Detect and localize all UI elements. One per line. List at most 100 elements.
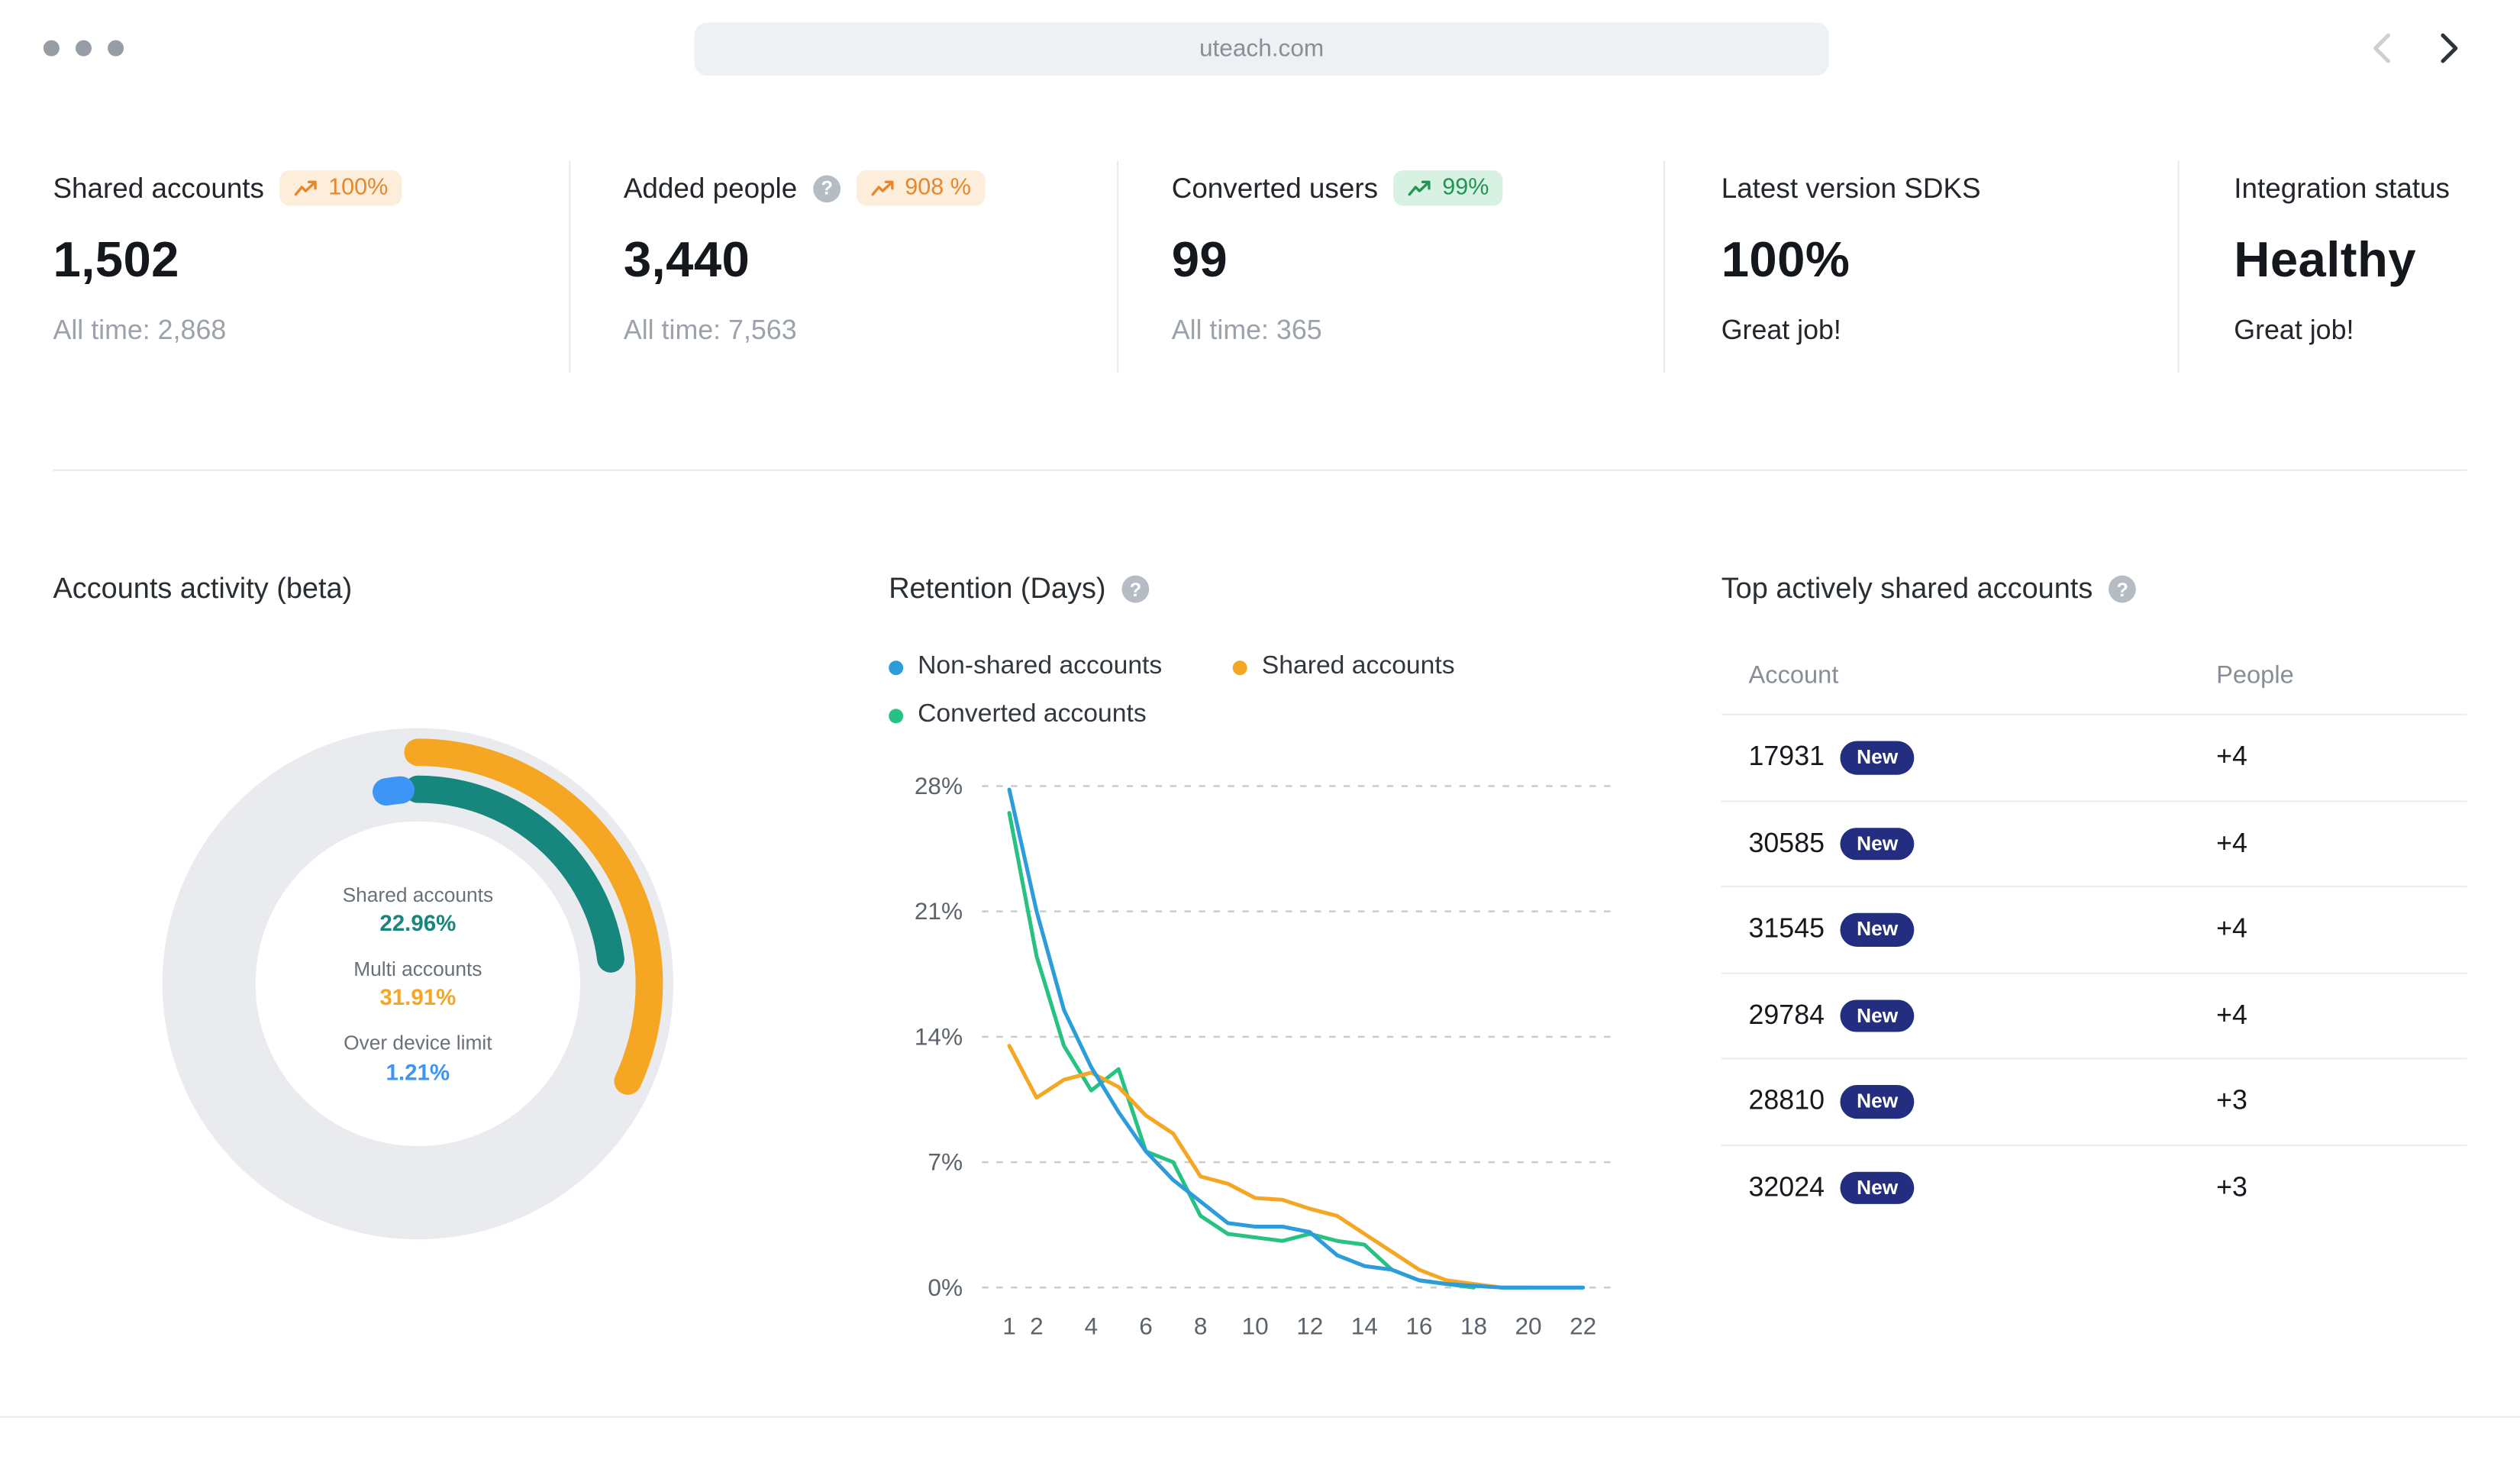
account-id: 29784	[1748, 999, 1825, 1030]
stat-subtext: All time: 365	[1171, 315, 1322, 346]
divider	[1663, 160, 1666, 373]
people-count: +3	[2216, 1085, 2247, 1116]
account-id: 30585	[1748, 827, 1825, 858]
people-count: +4	[2216, 999, 2247, 1030]
svg-text:28%: 28%	[915, 772, 963, 799]
retention-title: Retention (Days) ?	[889, 572, 1150, 605]
accounts-activity-title: Accounts activity (beta)	[53, 572, 352, 605]
trend-value: 908 %	[905, 174, 971, 201]
table-header: Account People	[1721, 640, 2467, 715]
window-dot[interactable]	[108, 40, 124, 57]
svg-text:1: 1	[1002, 1312, 1016, 1339]
retention-title-text: Retention (Days)	[889, 572, 1106, 605]
stat-subtext: All time: 2,868	[53, 315, 227, 346]
trend-badge: 100%	[280, 170, 403, 206]
table-row[interactable]: 17931 New +4	[1721, 715, 2467, 802]
window-controls	[43, 40, 124, 57]
table-row[interactable]: 31545 New +4	[1721, 887, 2467, 974]
top-accounts-title-text: Top actively shared accounts	[1721, 572, 2093, 605]
stat-subtext: Great job!	[1721, 315, 1841, 346]
nav-arrows	[2366, 29, 2466, 68]
legend-dot	[889, 708, 904, 723]
new-badge: New	[1841, 827, 1915, 861]
stat-title: Added people	[623, 171, 798, 204]
account-id: 28810	[1748, 1085, 1825, 1116]
accounts-table: Account People 17931 New +4 30585 New +4…	[1721, 640, 2467, 1230]
svg-text:14: 14	[1351, 1312, 1378, 1339]
svg-text:8: 8	[1194, 1312, 1208, 1339]
nav-forward-icon[interactable]	[2430, 29, 2465, 68]
svg-text:2: 2	[1030, 1312, 1044, 1339]
divider	[53, 469, 2467, 471]
donut-segment-label: Over device limit 1.21%	[344, 1032, 492, 1085]
stat-subtext: Great job!	[2234, 315, 2354, 346]
legend-item-converted-accounts[interactable]: Converted accounts	[889, 701, 1147, 730]
legend-dot	[889, 660, 904, 675]
donut-center-labels: Shared accounts 22.96% Multi accounts 31…	[257, 883, 579, 1105]
svg-text:10: 10	[1242, 1312, 1269, 1339]
stat-value: 3,440	[623, 231, 750, 288]
stat-value: 100%	[1721, 231, 1850, 288]
top-accounts-title: Top actively shared accounts ?	[1721, 572, 2137, 605]
table-row[interactable]: 28810 New +3	[1721, 1059, 2467, 1145]
trend-up-icon	[295, 179, 318, 195]
stat-value: 1,502	[53, 231, 179, 288]
column-header-people: People	[2216, 662, 2294, 690]
svg-text:4: 4	[1085, 1312, 1099, 1339]
stat-value: 99	[1171, 231, 1228, 288]
help-icon[interactable]: ?	[813, 174, 841, 202]
stat-card-converted-users: Converted users 99% 99 All time: 365	[1172, 167, 1504, 347]
url-text: uteach.com	[1199, 35, 1325, 63]
new-badge: New	[1841, 741, 1915, 774]
stat-subtext: All time: 7,563	[623, 315, 797, 346]
svg-text:18: 18	[1460, 1312, 1487, 1339]
retention-legend-row-1: Non-shared accounts Shared accounts	[889, 653, 1455, 682]
url-bar[interactable]: uteach.com	[694, 22, 1829, 76]
svg-text:22: 22	[1570, 1312, 1596, 1339]
account-id: 31545	[1748, 913, 1825, 945]
stat-value: Healthy	[2234, 231, 2416, 288]
table-row[interactable]: 30585 New +4	[1721, 801, 2467, 888]
svg-text:12: 12	[1296, 1312, 1323, 1339]
trend-up-icon	[871, 179, 894, 195]
stat-title: Latest version SDKS	[1721, 171, 1981, 204]
stat-card-added-people: Added people ? 908 % 3,440 All time: 7,5…	[624, 167, 986, 347]
column-header-account: Account	[1748, 662, 1839, 690]
people-count: +4	[2216, 827, 2247, 858]
people-count: +3	[2216, 1171, 2247, 1203]
stat-card-shared-accounts: Shared accounts 100% 1,502 All time: 2,8…	[53, 167, 403, 347]
donut-segment-label: Multi accounts 31.91%	[353, 958, 482, 1010]
new-badge: New	[1841, 999, 1915, 1032]
retention-chart: 0% 7% 14% 21% 28% 1 2 4 6 8 10 12 14 16 18 20 22	[915, 772, 1612, 1339]
svg-text:7%: 7%	[928, 1148, 963, 1176]
divider	[569, 160, 571, 373]
trend-value: 100%	[328, 174, 389, 201]
window-dot[interactable]	[43, 40, 60, 57]
help-icon[interactable]: ?	[2109, 575, 2137, 603]
window-dot[interactable]	[75, 40, 92, 57]
trend-badge: 99%	[1394, 170, 1504, 206]
divider	[1117, 160, 1119, 373]
table-row[interactable]: 29784 New +4	[1721, 974, 2467, 1060]
nav-back-icon[interactable]	[2366, 29, 2401, 68]
stat-card-sdk-version: Latest version SDKS 100% Great job!	[1721, 167, 1981, 347]
legend-dot	[1232, 660, 1247, 675]
svg-text:6: 6	[1139, 1312, 1153, 1339]
svg-text:21%: 21%	[915, 897, 963, 925]
stat-card-integration-status: Integration status Healthy Great job!	[2234, 167, 2450, 347]
donut-chart	[162, 728, 674, 1240]
legend-item-shared-accounts[interactable]: Shared accounts	[1232, 653, 1455, 682]
legend-item-non-shared-accounts[interactable]: Non-shared accounts	[889, 653, 1162, 682]
help-icon[interactable]: ?	[1121, 575, 1150, 603]
svg-text:20: 20	[1515, 1312, 1542, 1339]
donut-segment-label: Shared accounts 22.96%	[342, 883, 494, 936]
trend-value: 99%	[1442, 174, 1489, 201]
people-count: +4	[2216, 741, 2247, 773]
browser-bar: uteach.com	[0, 0, 2520, 97]
svg-text:0%: 0%	[928, 1274, 963, 1301]
table-row[interactable]: 32024 New +3	[1721, 1145, 2467, 1230]
retention-legend-row-2: Converted accounts	[889, 701, 1147, 730]
divider	[0, 1416, 2520, 1418]
svg-text:16: 16	[1405, 1312, 1432, 1339]
